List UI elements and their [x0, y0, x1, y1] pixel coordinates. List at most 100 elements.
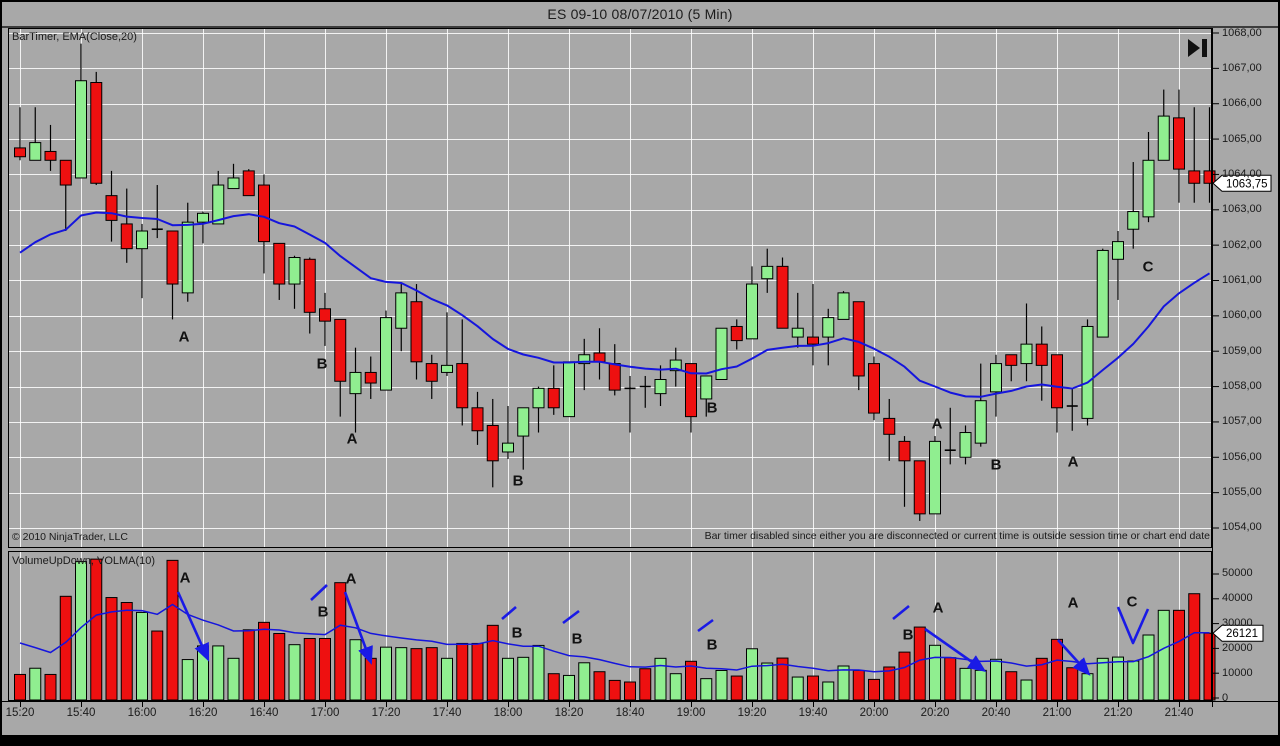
annotation-letter-B: B [707, 637, 718, 654]
time-axis-label: 16:20 [188, 707, 218, 719]
candle-body [441, 364, 453, 373]
volume-bar [700, 678, 713, 701]
price-panel[interactable]: A B A B B A B A C [8, 28, 1216, 548]
candle-body [1096, 249, 1109, 338]
volume-bar [990, 658, 1002, 701]
candle-body [288, 257, 301, 285]
volume-bar [1066, 667, 1079, 701]
volume-bar [1081, 673, 1094, 701]
volume-bar [913, 626, 926, 701]
candle-body [410, 301, 423, 363]
volume-bar [14, 673, 26, 701]
volume-axis-label: 20000 [1222, 641, 1253, 654]
volume-panel-border [8, 551, 1212, 701]
candle-body [1051, 354, 1063, 409]
candle-body [837, 292, 850, 320]
volume-bar [303, 637, 316, 701]
volume-bar [669, 673, 682, 701]
time-axis-label: 18:00 [493, 707, 523, 719]
price-axis-label: 1059,00 [1222, 344, 1262, 357]
window-bottom-strip [0, 735, 1280, 746]
volume-bar [791, 676, 804, 701]
candle-body [1020, 343, 1033, 365]
annotation-letter-A: A [347, 431, 358, 448]
time-axis-label: 20:20 [920, 707, 950, 719]
candle-body [1035, 343, 1048, 366]
volume-axis-label: 50000 [1222, 567, 1253, 580]
svg-text:26121: 26121 [1226, 628, 1258, 640]
volume-bar [593, 671, 606, 701]
annotation-dash [562, 609, 580, 625]
time-axis-label: 15:40 [66, 707, 96, 719]
chart-title: ES 09-10 08/07/2010 (5 Min) [2, 2, 1278, 28]
volume-bar [486, 624, 499, 701]
volume-panel-indicator-label: VolumeUpDown, VOLMA(10) [12, 555, 156, 567]
time-axis-label: 17:20 [371, 707, 401, 719]
candle-body [669, 359, 682, 372]
candle-body [1142, 159, 1155, 218]
candle-body [1203, 170, 1216, 184]
candle-body [807, 336, 819, 345]
volume-bar [639, 668, 652, 701]
annotation-letter-A: A [1068, 454, 1079, 471]
candle-body [929, 440, 941, 515]
candle-body [212, 184, 225, 225]
candle-body [380, 317, 392, 391]
candle-body [29, 142, 42, 161]
price-axis-label: 1056,00 [1222, 450, 1262, 463]
candle-body [14, 147, 26, 158]
volume-bar [1127, 660, 1140, 701]
volume-bar [441, 657, 453, 701]
candle-body [227, 177, 240, 190]
annotation-letter-B: B [513, 473, 524, 490]
annotation-letter-B: B [707, 400, 718, 417]
price-axis-label: 1063,00 [1222, 203, 1262, 216]
volume-bar [761, 662, 774, 701]
copyright-label: © 2010 NinjaTrader, LLC [12, 531, 128, 543]
volume-bar [959, 667, 972, 701]
volume-bar [654, 657, 667, 701]
candle-body [425, 363, 438, 382]
volume-bar [349, 639, 362, 701]
annotation-letter-A: A [932, 416, 943, 433]
time-axis-label: 19:20 [737, 707, 767, 719]
volume-bar [715, 669, 728, 701]
candle-body [791, 327, 804, 338]
price-axis-label: 1065,00 [1222, 132, 1262, 145]
candle-body [273, 242, 286, 285]
price-axis-label: 1058,00 [1222, 380, 1262, 393]
annotation-letter-A: A [346, 571, 357, 588]
volume-bar [288, 644, 301, 701]
candle-body [776, 265, 789, 329]
candle-body [913, 460, 926, 515]
candle-body [364, 371, 377, 384]
candle-body [334, 318, 347, 382]
candle-body [1005, 354, 1018, 366]
candle-body [75, 80, 87, 179]
time-axis-label: 16:00 [127, 707, 157, 719]
volume-bar [1112, 656, 1124, 701]
annotation-check-mark [1116, 606, 1150, 645]
volume-bar [730, 675, 743, 701]
time-axis-label: 20:40 [981, 707, 1011, 719]
volume-bar [120, 602, 133, 701]
candle-body [395, 292, 408, 329]
price-axis-label: 1066,00 [1222, 97, 1262, 110]
volume-bar [746, 648, 758, 701]
go-to-end-icon[interactable] [1188, 39, 1207, 57]
candle-body [898, 440, 911, 462]
volume-bar [1142, 634, 1155, 701]
volume-axis-label: 10000 [1222, 666, 1253, 679]
candle-body [578, 354, 591, 365]
volume-bar [166, 559, 179, 701]
volume-bar [608, 679, 621, 701]
candle-body [532, 387, 545, 409]
volume-bar [547, 673, 560, 701]
annotation-dash [310, 584, 328, 601]
candle-body [303, 258, 316, 313]
candle-body [486, 424, 499, 462]
candle-body [1188, 170, 1201, 184]
volume-bar [44, 673, 57, 701]
